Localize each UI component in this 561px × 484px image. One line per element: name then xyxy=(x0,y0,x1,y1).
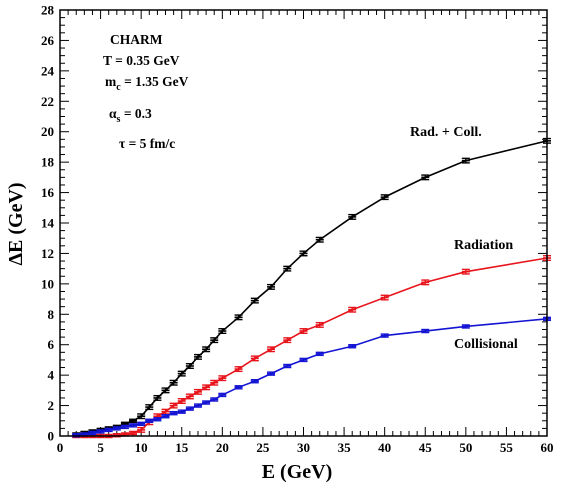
annotation-coupling: αs = 0.3 xyxy=(109,106,152,125)
x-tick-label: 0 xyxy=(57,440,64,455)
x-tick-label: 55 xyxy=(500,440,514,455)
y-tick-label: 10 xyxy=(41,276,54,291)
x-tick-label: 10 xyxy=(135,440,148,455)
x-tick-label: 5 xyxy=(97,440,104,455)
y-tick-label: 14 xyxy=(41,216,55,231)
y-tick-label: 0 xyxy=(48,429,55,444)
annotation-mass: mc = 1.35 GeV xyxy=(105,74,189,93)
x-tick-label: 30 xyxy=(297,440,310,455)
axis-ticks: 0 5 10 15 20 25 30 35 40 45 50 55 600246810121416182… xyxy=(41,3,554,456)
y-tick-label: 28 xyxy=(41,3,55,18)
x-axis-title: E (GeV) xyxy=(262,461,333,483)
y-tick-label: 2 xyxy=(48,398,55,413)
series-label-collisional: Collisional xyxy=(454,337,518,352)
y-tick-label: 24 xyxy=(41,63,55,78)
series-label-radiation: Radiation xyxy=(454,238,513,253)
x-tick-label: 25 xyxy=(256,440,270,455)
y-tick-label: 18 xyxy=(41,155,55,170)
y-tick-label: 8 xyxy=(48,307,55,322)
y-tick-label: 22 xyxy=(41,94,54,109)
annotation-particle: CHARM xyxy=(110,32,163,47)
y-tick-label: 26 xyxy=(41,33,55,48)
series-line-rad-coll xyxy=(76,141,547,435)
series-layer xyxy=(72,139,551,438)
y-axis-title: ΔE (GeV) xyxy=(5,182,27,265)
y-tick-label: 4 xyxy=(48,368,55,383)
x-tick-label: 40 xyxy=(378,440,391,455)
x-tick-label: 20 xyxy=(216,440,229,455)
x-tick-label: 50 xyxy=(459,440,472,455)
annotation-temperature: T = 0.35 GeV xyxy=(103,53,180,68)
x-tick-label: 60 xyxy=(541,440,554,455)
series-rad-coll xyxy=(72,139,551,436)
y-tick-label: 16 xyxy=(41,185,55,200)
y-tick-label: 12 xyxy=(41,246,54,261)
x-tick-label: 15 xyxy=(175,440,189,455)
y-tick-label: 6 xyxy=(48,337,55,352)
x-tick-label: 45 xyxy=(419,440,433,455)
y-tick-label: 20 xyxy=(41,124,54,139)
x-tick-label: 35 xyxy=(338,440,352,455)
parameter-annotations: CHARM T = 0.35 GeV mc = 1.35 GeV αs = 0.… xyxy=(103,32,189,151)
annotation-time: τ = 5 fm/c xyxy=(119,136,175,151)
series-label-rad-coll: Rad. + Coll. xyxy=(410,125,482,140)
